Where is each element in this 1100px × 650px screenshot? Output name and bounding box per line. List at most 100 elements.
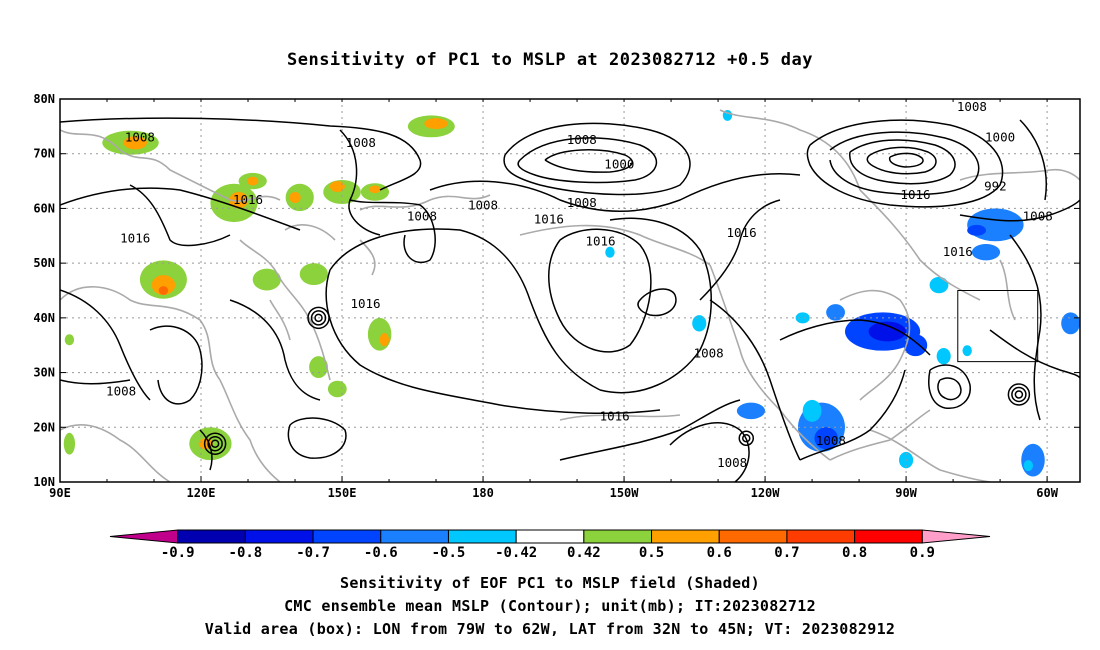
sensitivity-patch — [814, 427, 838, 450]
colorbar: -0.9 -0.8 -0.7 -0.6 -0.5 -0.42 0.42 0.5 0.6 0.7 0.… — [109, 529, 991, 561]
colorbar-label: 0.7 — [774, 545, 799, 561]
coastline — [519, 224, 711, 266]
contour-label: 1000 — [985, 129, 1015, 144]
colorbar-label: 0.5 — [639, 545, 664, 561]
sensitivity-patch — [971, 243, 1001, 261]
mslp-contour — [60, 187, 301, 231]
colorbar-segment — [786, 529, 856, 544]
sensitivity-patch — [247, 176, 259, 186]
mslp-contour — [637, 288, 677, 317]
lat-label: 60N — [33, 201, 55, 215]
colorbar-label: 0.42 — [567, 545, 601, 561]
mslp-contour — [60, 379, 131, 385]
low-center-contour — [203, 432, 227, 455]
contour-label: 1008 — [1023, 209, 1053, 224]
sensitivity-patch — [151, 275, 176, 295]
contour-label: 1008 — [468, 198, 498, 213]
coastline — [239, 239, 331, 381]
contour-label: 1008 — [694, 345, 724, 360]
lon-label: 120E — [187, 486, 216, 500]
coastline — [839, 289, 911, 361]
mslp-contour — [544, 149, 633, 173]
low-center-contour — [314, 313, 323, 323]
sensitivity-patch — [967, 224, 986, 236]
mslp-contour — [548, 228, 652, 353]
contour-label: 1016 — [233, 192, 263, 207]
contour-label: 1016 — [585, 233, 615, 248]
coastline — [60, 424, 171, 482]
colorbar-label: -0.42 — [495, 545, 537, 561]
lon-label: 150W — [610, 486, 640, 500]
colorbar-label: 0.8 — [842, 545, 867, 561]
sensitivity-patch — [962, 345, 972, 357]
contour-label: 1008 — [346, 135, 376, 150]
colorbar-label: 0.9 — [910, 545, 935, 561]
mslp-contour — [149, 325, 203, 405]
sensitivity-patch — [329, 181, 345, 193]
coastline — [359, 194, 491, 211]
mslp-contour — [599, 217, 712, 394]
colorbar-segment — [921, 529, 991, 544]
valid-area-box — [957, 290, 1039, 363]
contour-label: 1008 — [407, 209, 437, 224]
sensitivity-patch — [367, 317, 392, 351]
colorbar-segment — [380, 529, 449, 544]
mslp-contour — [709, 299, 801, 461]
coastline — [269, 299, 291, 341]
sensitivity-patch — [736, 402, 766, 420]
contour-label: 1008 — [816, 433, 846, 448]
mslp-contour — [129, 184, 231, 247]
caption-valid-area: Valid area (box): LON from 79W to 62W, L… — [204, 620, 896, 638]
mslp-contour — [329, 228, 601, 391]
colorbar-label: -0.8 — [229, 545, 263, 561]
lat-label: 80N — [33, 92, 55, 106]
sensitivity-patch — [252, 268, 281, 291]
sensitivity-patch — [123, 136, 147, 150]
low-center-contour — [738, 430, 755, 446]
map-frame — [59, 98, 1081, 483]
lat-label: 50N — [33, 256, 55, 270]
lat-label: 10N — [33, 475, 55, 489]
lat-label: 70N — [33, 147, 55, 161]
colorbar-label: -0.6 — [364, 545, 398, 561]
colorbar-segment — [854, 529, 923, 544]
caption-contours: CMC ensemble mean MSLP (Contour); unit(m… — [284, 597, 816, 615]
sensitivity-patch — [795, 312, 810, 324]
coastline — [359, 239, 376, 276]
mslp-contour — [888, 152, 924, 168]
mslp-contour — [429, 172, 801, 212]
mslp-contour — [806, 119, 1004, 208]
sensitivity-shading — [63, 109, 1080, 477]
sensitivity-patch — [289, 192, 301, 203]
lon-label: 120W — [751, 486, 781, 500]
contour-label: 1016 — [727, 225, 757, 240]
sensitivity-patch — [936, 347, 951, 365]
mslp-contour — [503, 122, 691, 196]
contour-label: 1016 — [600, 408, 630, 423]
lon-label: 180 — [472, 486, 494, 500]
sensitivity-patch — [967, 208, 1024, 242]
lat-label: 20N — [33, 420, 55, 434]
mslp-contour — [866, 146, 937, 175]
sensitivity-patch — [1023, 460, 1033, 472]
contour-label: 1016 — [534, 211, 564, 226]
mslp-contour — [559, 399, 741, 461]
colorbar-label: 0.6 — [707, 545, 732, 561]
mslp-contour — [287, 417, 347, 459]
colorbar-segment — [109, 529, 179, 544]
contour-label: 1008 — [567, 132, 597, 147]
contour-label: 1008 — [125, 129, 155, 144]
mslp-contour — [325, 269, 661, 415]
coastline — [869, 429, 991, 482]
sensitivity-patch — [692, 315, 707, 332]
colorbar-segment — [515, 529, 585, 544]
mslp-contour — [699, 199, 781, 301]
lat-label: 30N — [33, 366, 55, 380]
sensitivity-patch — [1021, 443, 1045, 477]
contour-label: 1008 — [567, 195, 597, 210]
sensitivity-patch — [299, 263, 328, 286]
colorbar-segment — [583, 529, 653, 544]
coastlines — [60, 109, 1080, 482]
contour-label: 1016 — [900, 187, 930, 202]
